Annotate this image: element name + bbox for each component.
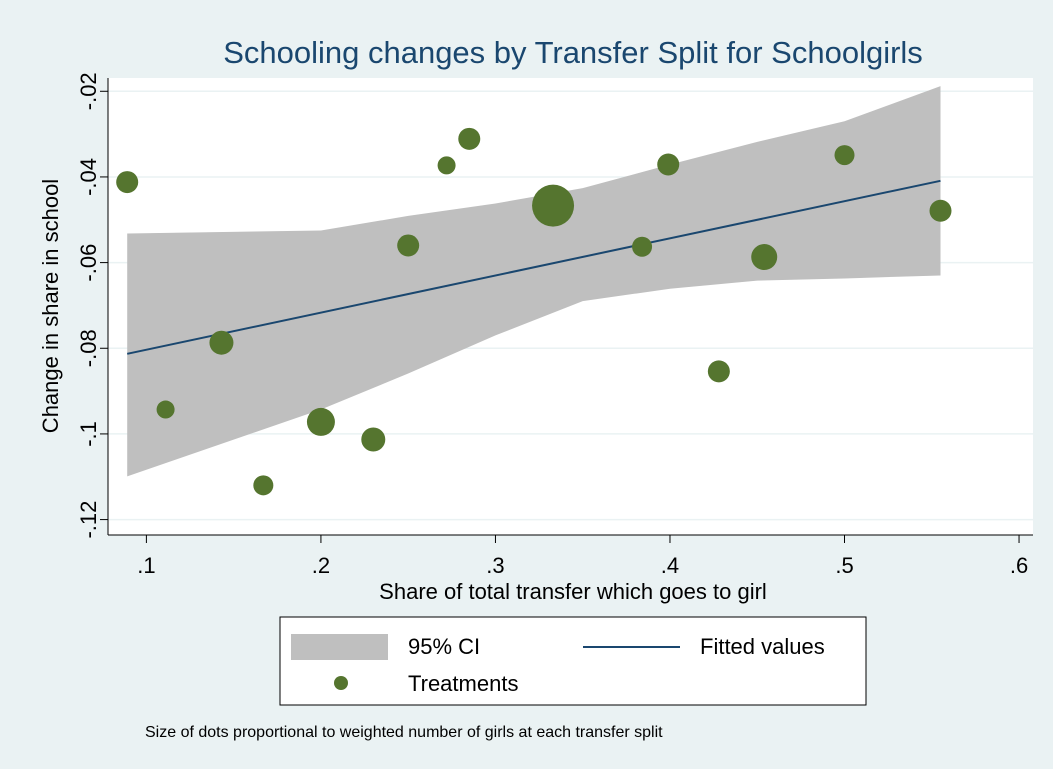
y-axis-title: Change in share in school <box>38 179 63 433</box>
point <box>751 244 778 271</box>
x-tick-label: .6 <box>1010 553 1028 578</box>
legend-box <box>279 616 867 706</box>
x-tick-label: .2 <box>312 553 330 578</box>
x-tick-label: .1 <box>137 553 155 578</box>
point <box>306 407 335 436</box>
y-tick-label: -.06 <box>76 244 101 282</box>
point <box>707 360 730 383</box>
y-tick-label: -.08 <box>76 329 101 367</box>
fitted-line <box>126 179 941 355</box>
point <box>209 330 234 355</box>
note: Size of dots proportional to weighted nu… <box>145 724 663 741</box>
point <box>458 127 481 150</box>
y-tick-label: -.02 <box>76 72 101 110</box>
point <box>437 156 456 175</box>
x-tick-label: .4 <box>661 553 679 578</box>
point <box>397 234 420 257</box>
legend-swatch <box>291 634 388 660</box>
x-tick-label: .3 <box>486 553 504 578</box>
y-tick-label: -.12 <box>76 501 101 539</box>
x-axis-title: Share of total transfer which goes to gi… <box>379 579 767 604</box>
legend-swatch <box>334 676 348 690</box>
legend-label: Treatments <box>408 671 518 696</box>
point <box>834 145 855 166</box>
point <box>156 400 175 419</box>
point <box>361 427 386 452</box>
point <box>532 184 575 227</box>
point <box>929 199 952 222</box>
legend-label: 95% CI <box>408 634 480 659</box>
ci-band <box>127 86 941 477</box>
legend-label: Fitted values <box>700 634 825 659</box>
x-tick-label: .5 <box>835 553 853 578</box>
point <box>657 153 680 176</box>
y-tick-label: -.04 <box>76 158 101 196</box>
y-tick-label: -.1 <box>76 421 101 447</box>
point <box>253 475 274 496</box>
chart-title: Schooling changes by Transfer Split for … <box>223 35 923 70</box>
point <box>632 236 653 257</box>
point <box>116 171 139 194</box>
